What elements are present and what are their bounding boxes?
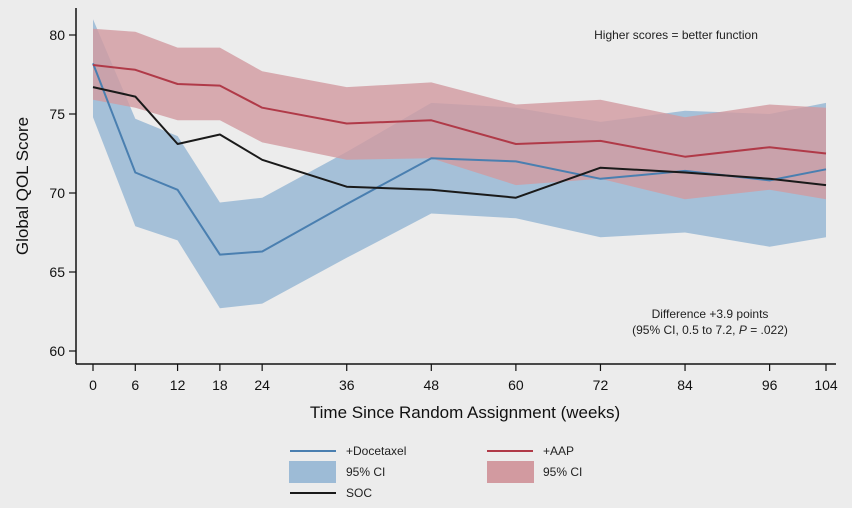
x-tick-label: 36 — [339, 377, 355, 393]
x-tick-label: 60 — [508, 377, 524, 393]
legend-aap-ci-swatch — [487, 461, 534, 483]
x-ticks: 0 6 12 18 24 36 48 60 72 84 96 104 — [89, 364, 838, 393]
higher-scores-note: Higher scores = better function — [594, 28, 758, 42]
legend: +Docetaxel 95% CI SOC +AAP 95% CI — [289, 444, 582, 500]
legend-docetaxel-label: +Docetaxel — [346, 444, 406, 458]
series-lines — [92, 63, 827, 256]
x-tick-label: 48 — [424, 377, 440, 393]
difference-p-value: = .022) — [747, 323, 788, 337]
y-axis-title: Global QOL Score — [13, 117, 32, 255]
series-line-soc — [92, 86, 827, 199]
legend-docetaxel-ci-swatch — [289, 461, 336, 483]
x-tick-label: 84 — [677, 377, 693, 393]
x-tick-label: 6 — [131, 377, 139, 393]
y-tick-label: 60 — [49, 343, 65, 359]
x-tick-label: 24 — [254, 377, 270, 393]
y-tick-label: 75 — [49, 106, 65, 122]
x-tick-label: 12 — [170, 377, 186, 393]
legend-aap-ci-label: 95% CI — [543, 465, 582, 479]
difference-line-1: Difference +3.9 points — [652, 307, 769, 321]
difference-ci-text: (95% CI, 0.5 to 7.2, — [632, 323, 739, 337]
ci-bands — [93, 19, 826, 309]
legend-soc-label: SOC — [346, 486, 372, 500]
x-tick-label: 104 — [814, 377, 838, 393]
series-line-aap — [92, 64, 827, 158]
axes — [75, 8, 836, 365]
ci-band-aap — [93, 28, 826, 200]
x-tick-label: 18 — [212, 377, 228, 393]
y-tick-label: 80 — [49, 27, 65, 43]
y-ticks: 60 65 70 75 80 — [49, 27, 76, 359]
series-line-docetaxel — [92, 63, 827, 256]
difference-p-symbol: P — [739, 323, 747, 337]
x-tick-label: 96 — [762, 377, 778, 393]
x-tick-label: 72 — [593, 377, 609, 393]
y-tick-label: 65 — [49, 264, 65, 280]
difference-line-2: (95% CI, 0.5 to 7.2, P = .022) — [632, 323, 788, 337]
legend-aap-label: +AAP — [543, 444, 574, 458]
x-axis-title: Time Since Random Assignment (weeks) — [310, 403, 620, 422]
y-tick-label: 70 — [49, 185, 65, 201]
legend-docetaxel-ci-label: 95% CI — [346, 465, 385, 479]
x-tick-label: 0 — [89, 377, 97, 393]
